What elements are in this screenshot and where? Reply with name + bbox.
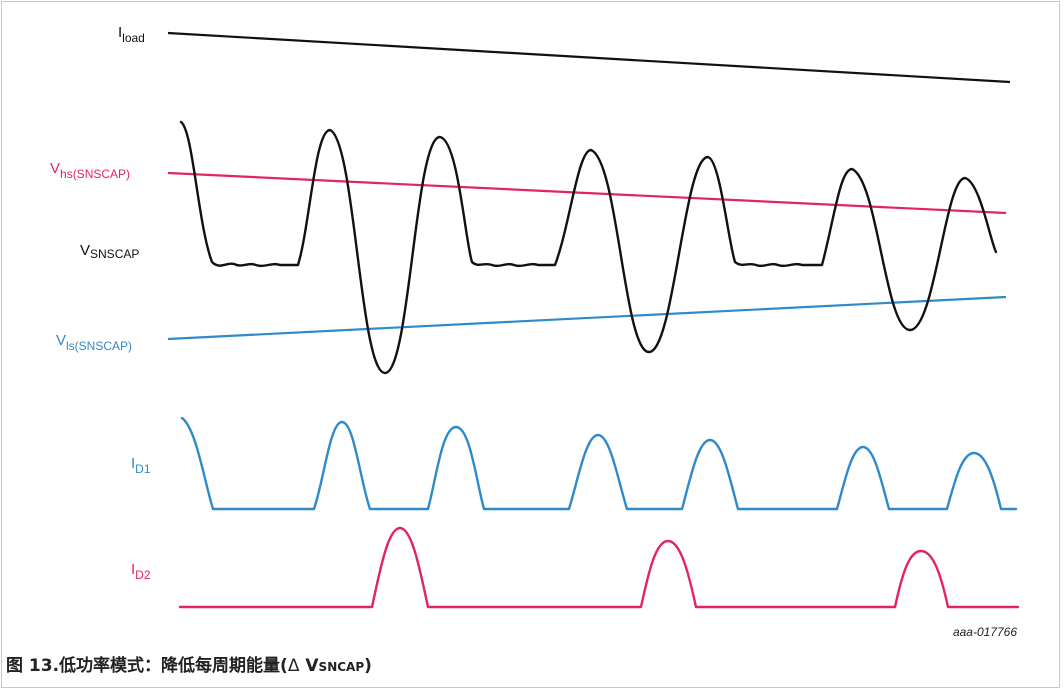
caption-delta: Δ [287,656,300,676]
vls-threshold-line [167,295,1007,341]
caption-sub: SNCAP [318,660,365,674]
figure-caption: 图 13.低功率模式：降低每周期能量(Δ VSNCAP) [6,651,372,676]
vsnscap-waveform [179,120,998,375]
iload-line [167,31,1011,84]
id1-label: ID1 [131,455,151,476]
id2-label: ID2 [131,561,151,582]
caption-prefix: 图 13.低功率模式：降低每周期能量( [6,656,288,676]
figure-id: aaa-017766 [953,625,1017,639]
vhs-label: Vhs(SNSCAP) [50,160,130,181]
caption-suffix: ) [364,656,372,676]
caption-v: V [305,656,319,676]
vhs-threshold-line [167,171,1007,215]
iload-label: Iload [118,24,145,45]
vls-label: Vls(SNSCAP) [56,332,132,353]
id2-waveform [178,526,1020,609]
id1-waveform [180,416,1018,511]
vsnscap-label: VSNSCAP [80,242,139,261]
